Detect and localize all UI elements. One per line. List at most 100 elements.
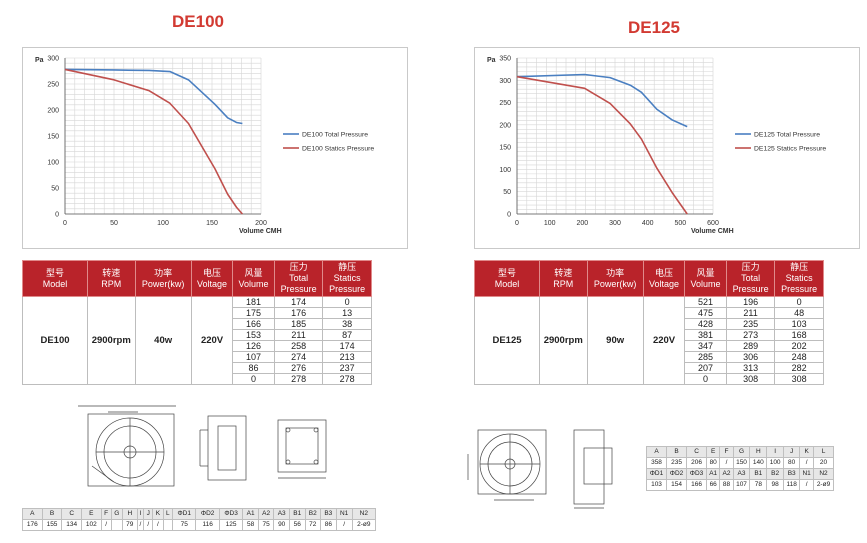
de100-title: DE100 (172, 12, 224, 31)
de125-dim-value: 80 (706, 457, 721, 469)
de100-spec-cell: 126 (232, 340, 275, 352)
de100-spec-row: DE100 2900rpm 40w 220V 181 174 0 (22, 296, 372, 385)
de100-grid (64, 57, 262, 215)
de125-spec-cell: 308 (774, 373, 824, 385)
de125-spec-row: 347 289 202 (475, 340, 824, 352)
de100-spec-power: 40w (134, 296, 192, 385)
de100-y-axis-label: Pa (35, 57, 44, 64)
de100-dim-value: / (136, 519, 145, 531)
de100-spec-table: 型号 Model 转速 RPM 功率 Power(kw) 电压 Voltage 风量 Volume… (22, 260, 372, 385)
de125-dim-value: 154 (666, 479, 688, 491)
de100-dim-value: 102 (81, 519, 102, 531)
de100-x-tick-label: 100 (157, 220, 169, 227)
de100-spec-header-7: 静压 Statics Pressure (322, 260, 372, 297)
de125-spec-cell: 235 (725, 318, 776, 330)
de100-spec-cell: 258 (273, 340, 324, 352)
de125-dim-label-row: ΦD1 ΦD2 ΦD3 A1 A2 A3 B1 B2 B3 N1 N2 (645, 468, 834, 480)
de125-dim-label: B1 (749, 468, 768, 480)
de100-spec-cell: 278 (322, 373, 372, 385)
de100-dim-value: / (152, 519, 164, 531)
de125-dim-value: 98 (766, 479, 785, 491)
de100-outlet-view-drawing (277, 419, 327, 479)
de125-dim-label: N2 (813, 468, 834, 480)
de100-spec-cell: 175 (232, 307, 275, 319)
de125-dim-value-row: 103 154 166 66 88 107 78 98 118/2-ø9 (645, 479, 834, 491)
de125-spec-table: 型号 Model 转速 RPM 功率 Power(kw) 电压 Voltage 风量 Volume… (474, 260, 824, 385)
de125-spec-cell: 313 (725, 362, 776, 374)
de100-dim-value: 75 (257, 519, 275, 531)
de100-spec-cell: 181 (232, 296, 275, 308)
de100-spec-voltage: 220V (190, 296, 234, 385)
de100-spec-cell: 174 (322, 340, 372, 352)
de100-spec-cell: 276 (273, 362, 324, 374)
de125-spec-cell: 207 (684, 362, 727, 374)
de100-dim-value: 176 (22, 519, 43, 531)
de100-spec-cell: 274 (273, 351, 324, 363)
de100-y-tick-label: 250 (47, 82, 59, 89)
de100-x-tick-label: 50 (110, 220, 118, 227)
de125-dim-label: I (766, 446, 785, 458)
de100-spec-cell: 86 (232, 362, 275, 374)
de125-dim-label: A3 (732, 468, 751, 480)
de125-x-tick-label: 500 (674, 220, 686, 227)
de100-dim-value: 125 (218, 519, 244, 531)
de125-y-tick-label: 350 (499, 56, 511, 63)
de100-spec-rpm: 2900rpm (87, 296, 136, 385)
de100-front-view-drawing (78, 405, 176, 487)
de125-spec-rpm: 2900rpm (539, 296, 588, 385)
de125-dim-value: 66 (706, 479, 721, 491)
de100-dim-label: B2 (304, 508, 322, 520)
de100-dim-value: / (143, 519, 154, 531)
de100-dim-value: 72 (304, 519, 322, 531)
de100-dim-value (110, 519, 124, 531)
de125-legend-label-1: DE125 Total Pressure (754, 132, 820, 139)
de125-series-line-1 (516, 73, 688, 128)
de125-spec-row: 428 235 103 (475, 318, 824, 330)
de125-y-tick-label: 0 (507, 212, 511, 219)
de100-spec-header-4: 电压 Voltage (190, 260, 234, 297)
de125-spec-voltage: 220V (642, 296, 686, 385)
de125-dim-label: F (719, 446, 734, 458)
de125-dim-label: A1 (706, 468, 721, 480)
de125-dim-label: ΦD2 (666, 468, 688, 480)
de100-dim-value: 116 (195, 519, 220, 531)
de100-spec-cell: 166 (232, 318, 275, 330)
de100-dim-label: A2 (257, 508, 275, 520)
de125-dim-label: J (783, 446, 801, 458)
de100-series-line-1 (64, 68, 243, 125)
de100-dim-value: 155 (41, 519, 63, 531)
de125-dim-label: A2 (719, 468, 734, 480)
de125-dim-value: 235 (666, 457, 688, 469)
de125-dim-value: 358 (645, 457, 668, 469)
de125-spec-cell: 248 (774, 351, 824, 363)
de125-spec-header-2: 转速 RPM (539, 260, 588, 297)
de125-y-axis-label: Pa (487, 57, 496, 64)
de125-spec-header-6: 压力 Total Pressure (725, 260, 776, 297)
de100-dim-label: L (162, 508, 174, 520)
de100-dimension-table: A B C E F G H I J K L ΦD1 ΦD2 ΦD3 A1 A2 A3 B1 B2 B3 N1 N2 176 1… (22, 508, 377, 531)
de100-spec-row: 126 258 174 (23, 340, 372, 352)
de125-dim-value: / (799, 457, 814, 469)
de100-spec-cell: 278 (273, 373, 324, 385)
de125-chart: 0 50 100 150 200 250 300 350 0 100 200 300 400 500 600… (487, 56, 826, 236)
de125-y-tick-label: 150 (499, 145, 511, 152)
de125-spec-cell: 0 (774, 296, 824, 308)
de100-dim-value: / (100, 519, 112, 531)
de125-x-tick-label: 200 (576, 220, 588, 227)
de125-dim-label: B3 (783, 468, 801, 480)
de100-dim-label: G (110, 508, 124, 520)
de125-dim-value: 107 (732, 479, 751, 491)
de125-dim-label: E (706, 446, 721, 458)
de125-spec-cell: 282 (774, 362, 824, 374)
de100-spec-header-2: 转速 RPM (87, 260, 136, 297)
de100-dim-label: H (122, 508, 138, 520)
de100-spec-cell: 213 (322, 351, 372, 363)
de125-series-line-2 (516, 75, 688, 215)
de125-front-view-drawing (467, 429, 547, 501)
de125-spec-cell: 273 (725, 329, 776, 341)
de125-dim-value: 206 (686, 457, 708, 469)
de125-title: DE125 (628, 18, 680, 37)
de100-spec-cell: 13 (322, 307, 372, 319)
de100-dim-value: 2-ø9 (351, 519, 377, 531)
de100-dim-label: ΦD3 (218, 508, 244, 520)
